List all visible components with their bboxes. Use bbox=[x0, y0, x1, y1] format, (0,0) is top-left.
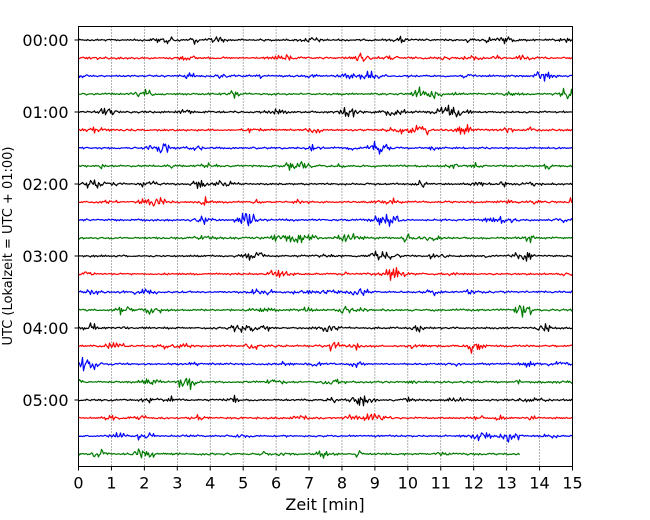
x-axis-label: Zeit [min] bbox=[285, 495, 364, 514]
trace-0245 bbox=[78, 233, 573, 244]
trace-0315 bbox=[78, 266, 574, 281]
trace-0300 bbox=[78, 250, 573, 262]
trace-0145 bbox=[78, 161, 573, 171]
y-axis-label: UTC (Lokalzeit = UTC + 01:00) bbox=[1, 147, 16, 346]
x-tick-label: 8 bbox=[337, 474, 347, 493]
y-tick-label: 02:00 bbox=[22, 175, 68, 194]
trace-0000 bbox=[78, 35, 573, 45]
trace-0400 bbox=[78, 322, 573, 333]
trace-0115 bbox=[78, 124, 573, 136]
y-tick-label: 01:00 bbox=[22, 103, 68, 122]
x-tick-label: 1 bbox=[106, 474, 116, 493]
plot-frame bbox=[78, 26, 573, 467]
trace-0030 bbox=[77, 70, 573, 82]
y-tick-label: 03:00 bbox=[22, 247, 68, 266]
x-tick-label: 7 bbox=[304, 474, 314, 493]
trace-0500 bbox=[78, 394, 573, 407]
x-tick-label: 5 bbox=[238, 474, 248, 493]
trace-0415 bbox=[78, 341, 573, 354]
x-tick-label: 15 bbox=[562, 474, 582, 493]
x-grid bbox=[111, 26, 540, 467]
trace-0100 bbox=[78, 104, 573, 118]
trace-0130 bbox=[78, 140, 573, 155]
trace-0200 bbox=[78, 179, 573, 190]
x-tick-label: 9 bbox=[370, 474, 380, 493]
trace-0015 bbox=[78, 52, 573, 62]
trace-0330 bbox=[78, 288, 573, 297]
trace-0230 bbox=[78, 212, 573, 227]
x-tick-label: 0 bbox=[73, 474, 83, 493]
x-axis: 0 1 2 3 4 5 6 7 8 9 10 11 12 13 14 15 bbox=[73, 466, 583, 493]
trace-0045 bbox=[78, 86, 574, 100]
y-tick-label: 00:00 bbox=[22, 31, 68, 50]
y-axis: 00:00 01:00 02:00 03:00 04:00 05:00 bbox=[22, 31, 79, 410]
x-tick-label: 12 bbox=[464, 474, 484, 493]
trace-0345 bbox=[78, 304, 573, 318]
y-tick-label: 04:00 bbox=[22, 319, 68, 338]
trace-0530 bbox=[78, 432, 573, 443]
x-tick-label: 14 bbox=[529, 474, 549, 493]
x-tick-label: 11 bbox=[431, 474, 451, 493]
x-tick-label: 4 bbox=[205, 474, 215, 493]
trace-0515 bbox=[78, 412, 573, 421]
trace-0215 bbox=[78, 196, 573, 207]
trace-0545 bbox=[77, 448, 521, 459]
y-tick-label: 05:00 bbox=[22, 391, 68, 410]
x-tick-label: 2 bbox=[139, 474, 149, 493]
x-tick-label: 6 bbox=[271, 474, 281, 493]
trace-0430 bbox=[78, 356, 573, 372]
seismic-traces bbox=[77, 35, 574, 459]
x-tick-label: 13 bbox=[496, 474, 516, 493]
trace-0445 bbox=[77, 377, 573, 391]
x-tick-label: 3 bbox=[172, 474, 182, 493]
x-tick-label: 10 bbox=[398, 474, 418, 493]
